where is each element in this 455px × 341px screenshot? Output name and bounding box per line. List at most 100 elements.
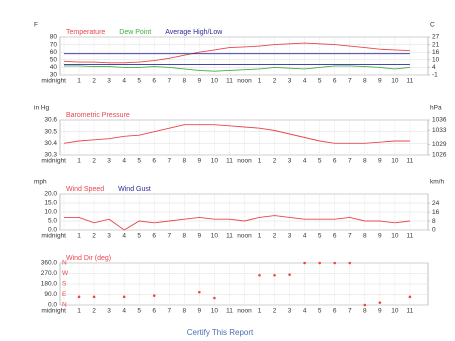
y-tick-label: 30.5 [44,128,57,135]
legend-entry: Wind Gust [118,186,151,193]
legend-entry: Barometric Pressure [66,112,130,119]
x-tick-label: 11 [226,78,233,85]
x-tick-label: 11 [407,308,414,315]
y2-tick-label: 1033 [432,127,447,134]
legend-entry: Wind Dir (deg) [66,255,111,262]
y-tick-label: 5.0 [48,218,57,225]
x-tick-label: 6 [333,78,337,85]
x-tick-label: 5 [318,233,322,240]
x-tick-label: 7 [348,308,352,315]
x-tick-label: 3 [107,308,111,315]
y-tick-label: 80 [50,34,58,41]
y2-tick-label: 10 [432,57,440,64]
direction-label: S [62,281,67,288]
y2-tick-label: 8 [432,218,436,225]
point [318,261,321,265]
y-tick-label: 360.0 [41,260,58,267]
x-tick-label: 6 [152,78,156,85]
x-tick-label: 1 [77,233,81,240]
x-tick-label: 3 [288,78,292,85]
x-tick-label: 3 [288,158,292,165]
x-tick-label: midnight [41,233,66,240]
point [288,273,291,276]
x-tick-label: 4 [303,308,307,315]
y-tick-label: 270.0 [41,270,58,277]
x-tick-label: 6 [152,158,156,165]
point [363,303,367,307]
y2-tick-label: -1 [432,72,438,79]
x-tick-label: 7 [167,78,171,85]
x-tick-label: 8 [363,308,367,315]
point [333,261,337,265]
point [378,301,382,304]
series-line [64,65,410,72]
x-tick-label: 5 [137,233,141,240]
x-tick-label: 2 [92,78,96,85]
y-tick-label: 30.4 [44,140,57,147]
x-tick-label: 11 [226,158,233,165]
y-tick-label: 40 [50,64,58,71]
x-tick-label: 6 [152,233,156,240]
x-tick-label: noon [237,308,252,315]
y2-unit: C [430,22,435,29]
x-tick-label: 10 [211,233,219,240]
direction-label: W [62,270,69,277]
y2-tick-label: 24 [432,200,440,207]
x-tick-label: 7 [167,308,171,315]
point [213,296,216,300]
x-tick-label: 2 [273,233,277,240]
x-tick-label: 1 [77,158,81,165]
legend-entry: Average High/Low [165,29,223,36]
point [198,290,201,294]
point [258,273,261,277]
x-tick-label: 4 [303,233,307,240]
y2-tick-label: 27 [432,34,440,41]
series-line [63,42,410,64]
x-tick-label: 8 [363,233,367,240]
y2-tick-label: 21 [432,41,440,48]
x-tick-label: 10 [211,308,219,315]
x-tick-label: 4 [122,78,126,85]
x-tick-label: 9 [378,233,382,240]
point [152,294,156,297]
x-tick-label: 1 [77,308,81,315]
x-tick-label: 1 [258,308,262,315]
x-tick-label: 5 [318,158,322,165]
x-tick-label: 6 [152,308,156,315]
y2-unit: hPa [430,105,442,112]
certify-link[interactable]: Certify This Report [187,328,254,337]
point [92,295,96,299]
x-tick-label: 5 [137,158,141,165]
y-tick-label: 50 [50,57,58,64]
y-tick-label: 10.0 [44,209,57,216]
x-tick-label: 3 [107,158,111,165]
y-unit: F [34,22,38,29]
x-tick-label: 8 [183,308,187,315]
y2-tick-label: 1036 [432,117,447,124]
y-unit: mph [34,179,47,186]
y-tick-label: 60 [50,49,58,56]
x-tick-label: 4 [122,233,126,240]
x-tick-label: 10 [211,158,219,165]
x-tick-label: 9 [198,308,202,315]
x-tick-label: 8 [363,158,367,165]
x-tick-label: 6 [333,233,337,240]
x-tick-label: 10 [211,78,219,85]
x-tick-label: 2 [92,233,96,240]
x-tick-label: 9 [378,158,382,165]
direction-label: N [62,302,67,309]
y-tick-label: 0.0 [48,302,57,309]
series-line [64,215,410,231]
x-tick-label: 4 [303,78,307,85]
y-tick-label: 180.0 [41,281,58,288]
x-tick-label: 11 [407,158,414,165]
y-tick-label: 15.0 [44,200,57,207]
x-tick-label: 10 [391,158,399,165]
y2-tick-label: 0 [432,227,436,234]
x-tick-label: 1 [77,78,81,85]
x-tick-label: 5 [137,308,141,315]
y-tick-label: 20.0 [44,191,57,198]
x-tick-label: 6 [333,308,337,315]
x-tick-label: 7 [167,158,171,165]
